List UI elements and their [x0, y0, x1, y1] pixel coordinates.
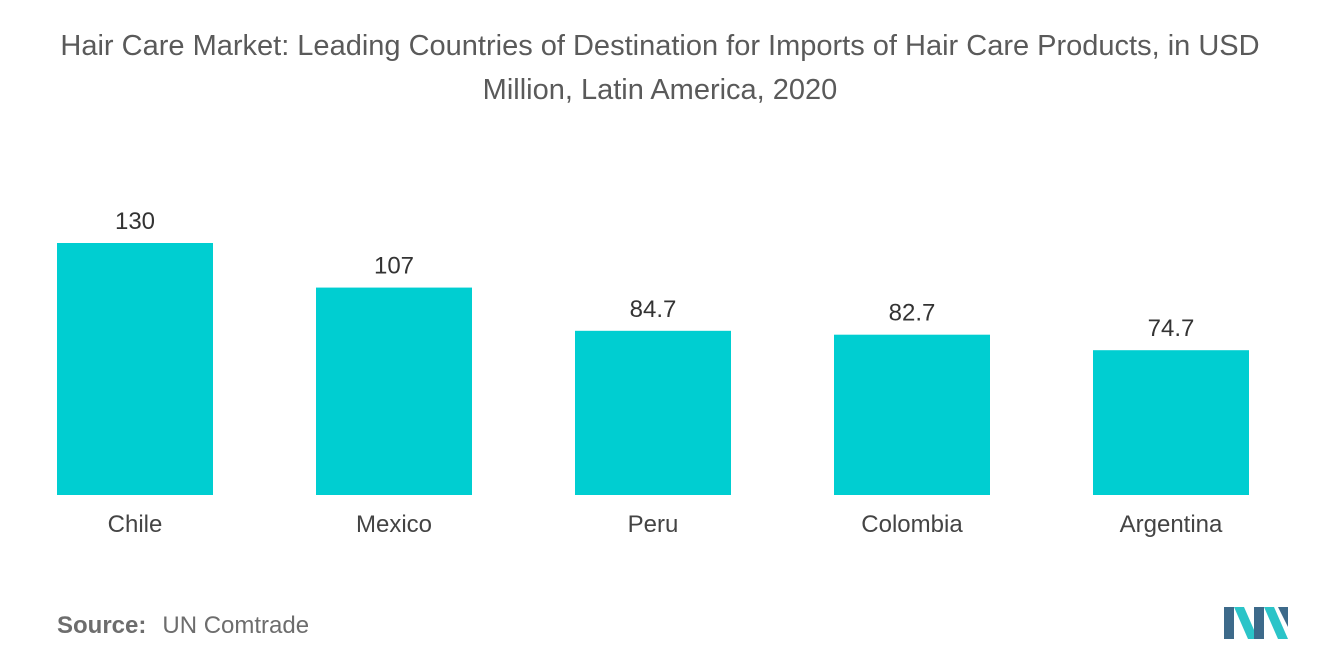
value-label-mexico: 107 [374, 253, 414, 280]
value-labels-group: 130 107 84.7 82.7 74.7 [115, 208, 1194, 342]
category-labels-group: Chile Mexico Peru Colombia Argentina [108, 511, 1223, 538]
value-label-peru: 84.7 [630, 296, 677, 323]
bar-chart: 130 107 84.7 82.7 74.7 Chile Mexico Peru Colomb… [57, 208, 1249, 538]
bar-argentina [1093, 350, 1249, 495]
bar-colombia [834, 334, 990, 495]
value-label-chile: 130 [115, 208, 155, 235]
value-label-argentina: 74.7 [1148, 315, 1195, 342]
category-label-colombia: Colombia [861, 511, 963, 538]
category-label-mexico: Mexico [356, 511, 432, 538]
chart-title: Hair Care Market: Leading Countries of D… [60, 30, 1260, 106]
value-label-colombia: 82.7 [889, 300, 936, 327]
bar-chile [57, 243, 213, 495]
category-label-argentina: Argentina [1120, 511, 1223, 538]
company-logo-icon [1224, 607, 1288, 639]
bar-peru [575, 330, 731, 495]
source-label: Source: [57, 612, 147, 639]
source-text: UN Comtrade [162, 612, 310, 639]
category-label-chile: Chile [108, 511, 163, 538]
bars-group [57, 243, 1249, 495]
category-label-peru: Peru [628, 511, 679, 538]
bar-mexico [316, 287, 472, 495]
source-note: Source: UN Comtrade [57, 612, 309, 640]
